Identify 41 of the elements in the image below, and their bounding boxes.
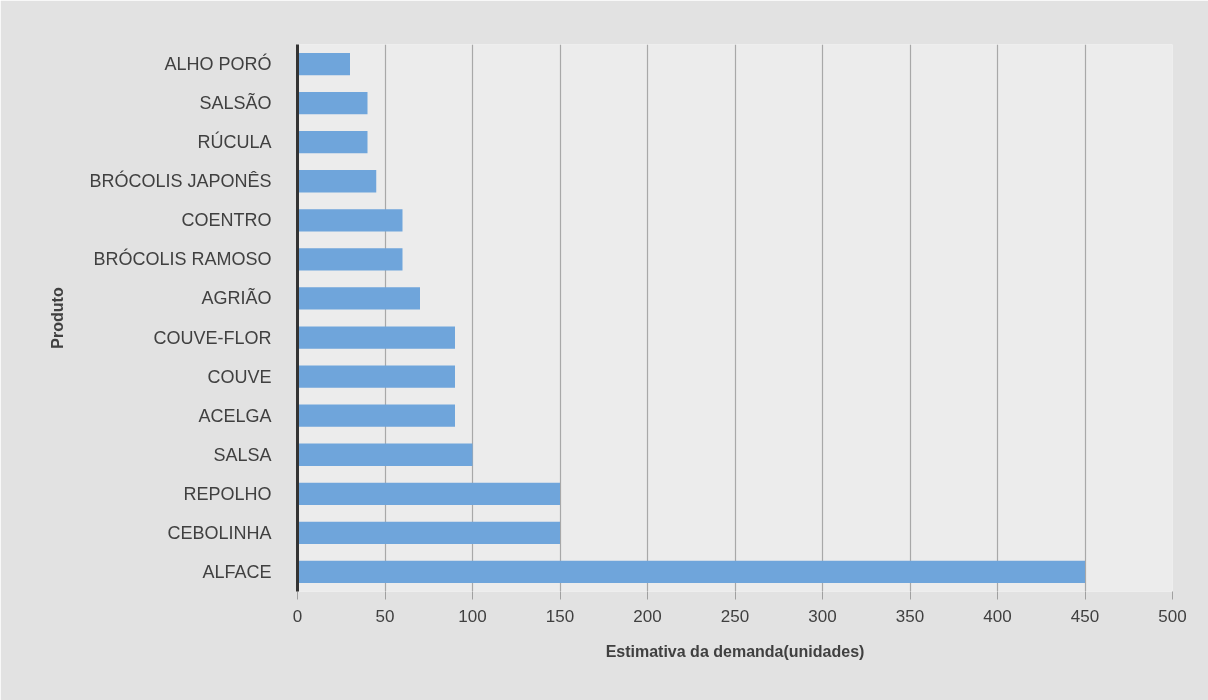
bar — [297, 209, 403, 232]
x-axis-title: Estimativa da demanda(unidades) — [605, 642, 865, 660]
x-tick-label: 0 — [292, 606, 303, 626]
y-tick-label: BRÓCOLIS RAMOSO — [93, 248, 272, 270]
y-tick-label: ALHO PORÓ — [164, 53, 272, 75]
bar — [297, 560, 1085, 584]
bar — [297, 521, 560, 545]
y-tick-label: RÚCULA — [197, 131, 272, 153]
y-tick-label: SALSÃO — [199, 92, 272, 114]
x-tick-label: 200 — [633, 606, 662, 626]
y-tick-label: ACELGA — [198, 405, 272, 426]
y-tick-label: REPOLHO — [183, 483, 272, 504]
bar — [297, 248, 403, 271]
x-tick-label: 300 — [808, 606, 837, 626]
x-tick-label: 50 — [375, 606, 395, 626]
bar — [297, 326, 455, 349]
y-tick-label: CEBOLINHA — [167, 522, 272, 543]
x-tick-label: 150 — [545, 606, 575, 626]
y-tick-label: BRÓCOLIS JAPONÊS — [89, 170, 272, 192]
bar — [297, 482, 560, 505]
bar — [297, 91, 368, 115]
y-tick-label: COUVE — [207, 366, 272, 387]
bar — [297, 52, 350, 76]
y-tick-label: COUVE-FLOR — [153, 327, 272, 348]
x-tick-label: 400 — [983, 606, 1012, 626]
x-tick-label: 100 — [458, 606, 487, 626]
bar — [297, 443, 473, 466]
y-tick-label: ALFACE — [202, 561, 272, 582]
x-tick-label: 350 — [895, 606, 925, 626]
bar — [297, 365, 455, 388]
y-axis-title: Produto — [49, 287, 67, 349]
bar — [297, 287, 420, 310]
bar — [297, 131, 368, 154]
x-tick-label: 250 — [720, 606, 750, 626]
x-tick-label: 500 — [1158, 606, 1187, 626]
bar — [297, 170, 377, 193]
y-tick-label: COENTRO — [181, 210, 272, 231]
x-tick-label: 450 — [1070, 606, 1100, 626]
y-tick-label: AGRIÃO — [201, 287, 272, 309]
y-tick-label: SALSA — [213, 444, 272, 465]
bar — [297, 404, 455, 427]
